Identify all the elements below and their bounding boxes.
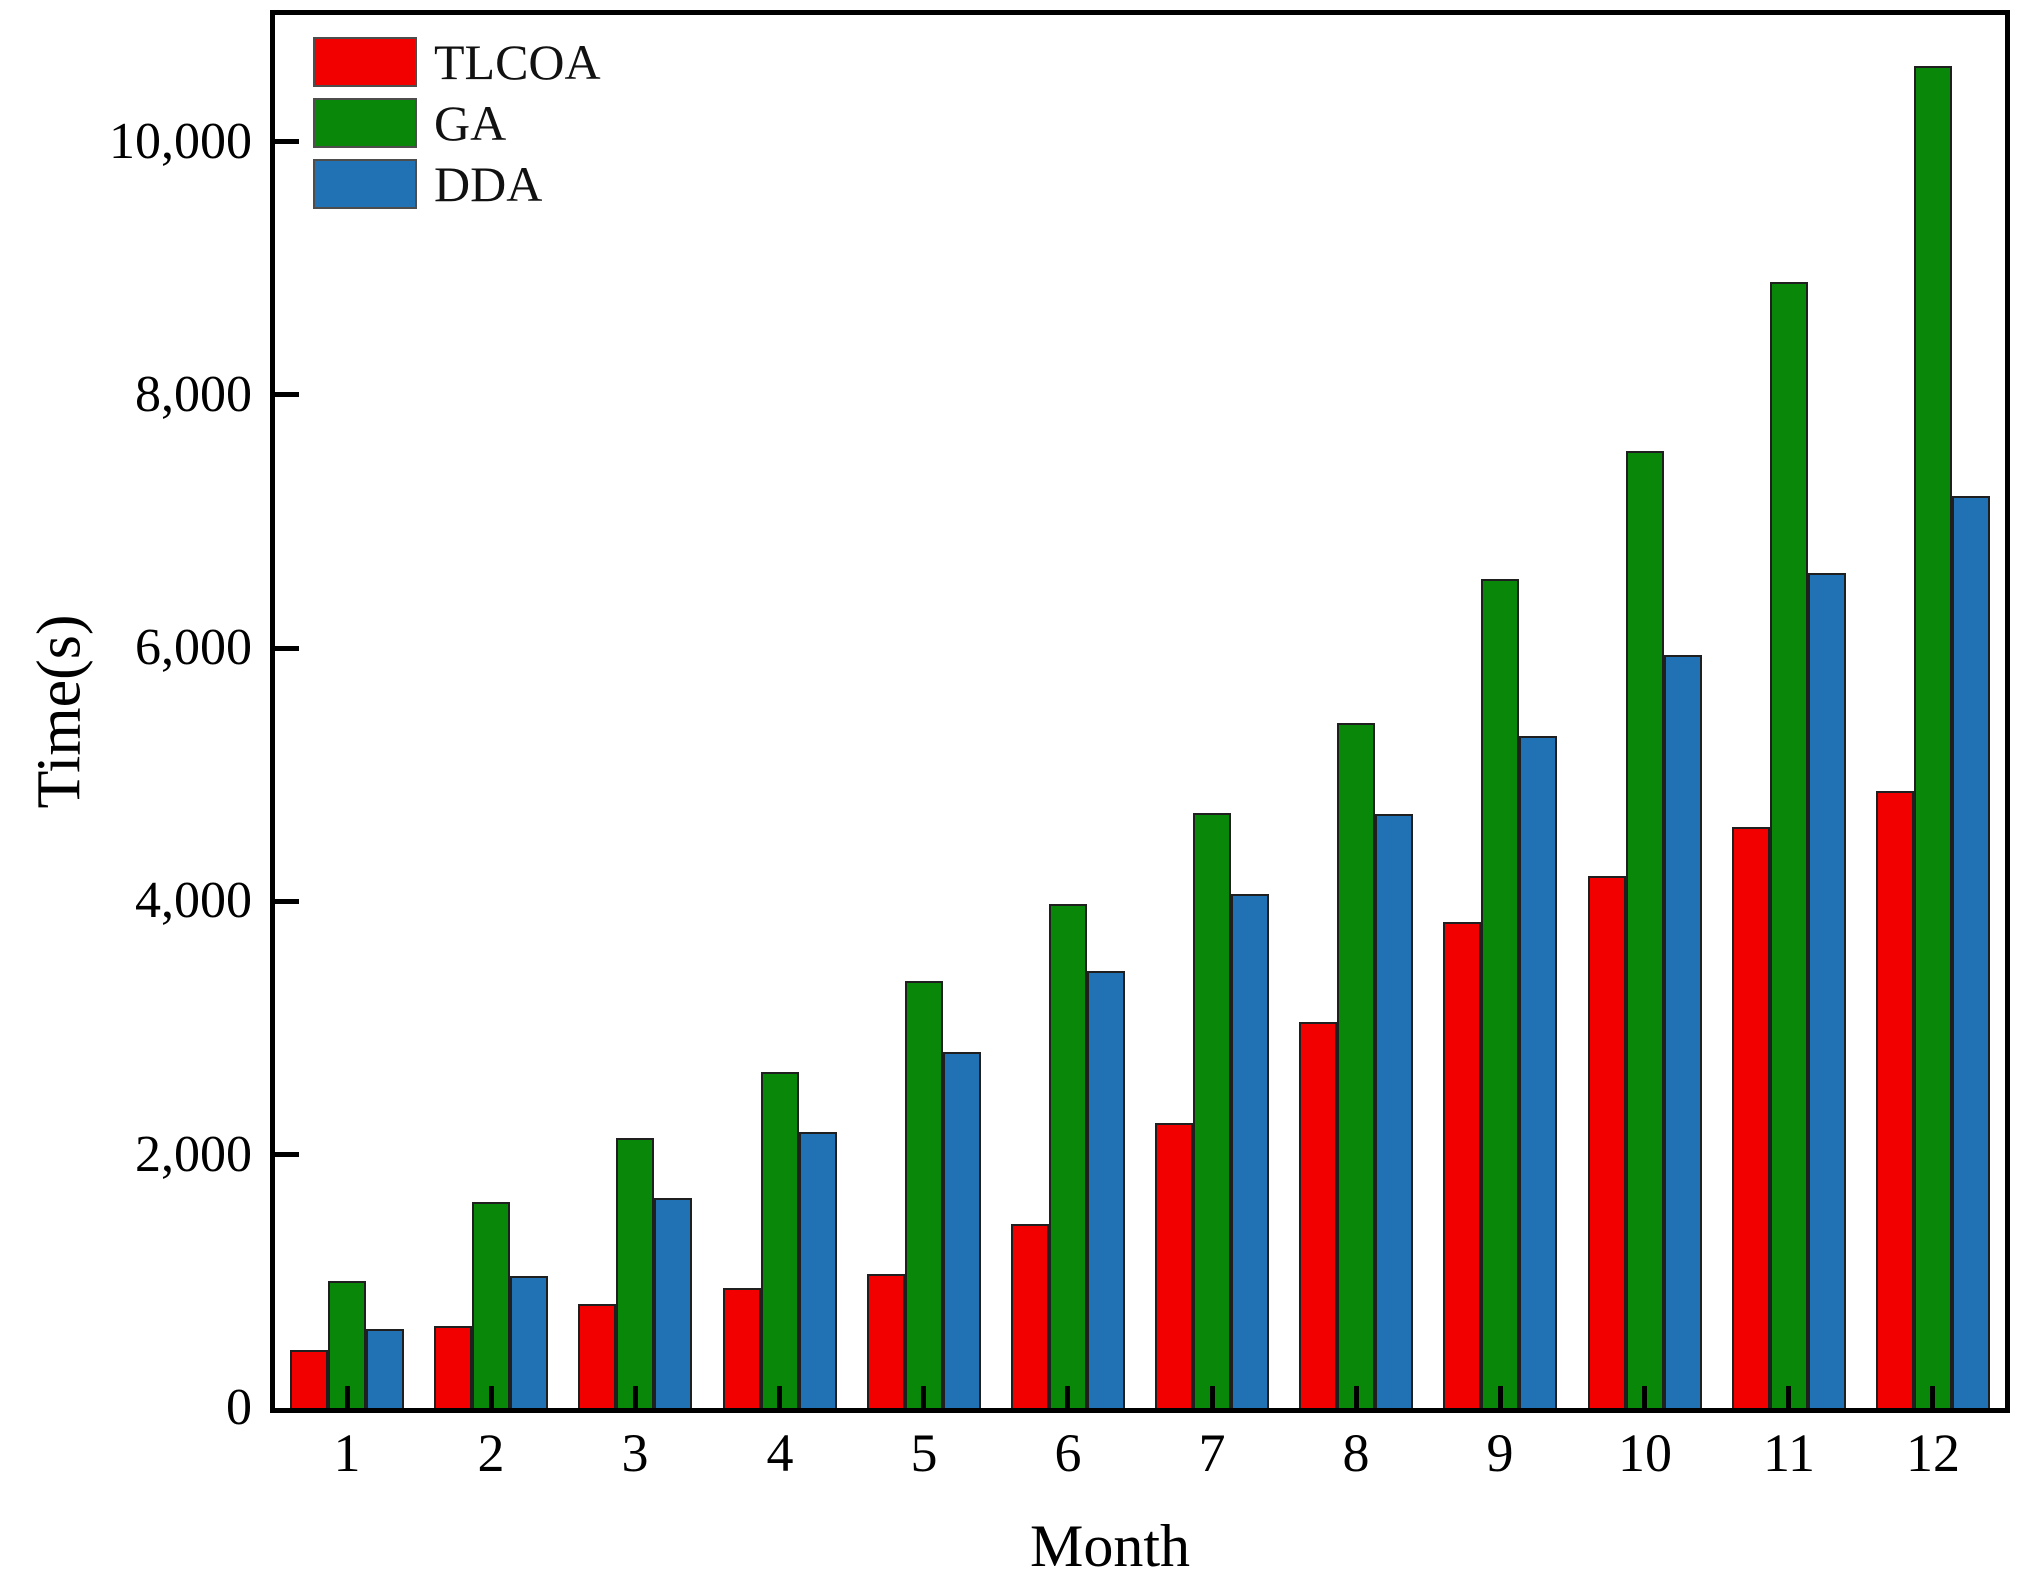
y-tick-mark-4000 [275, 899, 299, 904]
x-tick-mark-9 [1498, 1386, 1503, 1408]
x-tick-label-11: 11 [1763, 1423, 1815, 1483]
legend-label-ga: GA [434, 95, 507, 151]
x-tick-label-10: 10 [1618, 1423, 1672, 1483]
bar-tlcoa-month-4 [723, 1288, 761, 1408]
y-tick-mark-8000 [275, 392, 299, 397]
bar-ga-month-10 [1626, 451, 1664, 1408]
bar-ga-month-5 [905, 981, 943, 1408]
legend-item-dda: DDA [313, 157, 601, 211]
bar-ga-month-7 [1193, 813, 1231, 1408]
bar-tlcoa-month-12 [1876, 791, 1914, 1408]
legend-swatch-tlcoa [313, 37, 417, 87]
plot-area: 0 2,000 4,000 6,000 8,000 10,000 1 2 3 4 5 6 7 8 9 10 1… [109, 10, 2010, 1480]
bar-tlcoa-month-9 [1443, 922, 1481, 1408]
bar-tlcoa-month-11 [1732, 827, 1770, 1408]
x-tick-mark-3 [633, 1386, 638, 1408]
legend-label-dda: DDA [434, 156, 543, 212]
bar-dda-month-10 [1664, 655, 1702, 1408]
x-tick-mark-7 [1210, 1386, 1215, 1408]
y-tick-label-2000: 2,000 [135, 1126, 252, 1183]
legend-swatch-dda [313, 159, 417, 209]
bar-dda-month-9 [1519, 736, 1557, 1408]
bar-dda-month-3 [654, 1198, 692, 1408]
bar-ga-month-6 [1049, 904, 1087, 1408]
x-tick-mark-8 [1354, 1386, 1359, 1408]
bar-dda-month-8 [1375, 814, 1413, 1408]
legend-item-ga: GA [313, 96, 601, 150]
x-tick-mark-12 [1930, 1386, 1935, 1408]
bar-ga-month-11 [1770, 282, 1808, 1408]
x-tick-label-1: 1 [333, 1423, 361, 1483]
bar-ga-month-3 [616, 1138, 654, 1408]
bar-tlcoa-month-3 [578, 1304, 616, 1408]
y-tick-label-0: 0 [226, 1379, 252, 1436]
legend: TLCOA GA DDA [313, 35, 601, 218]
bar-tlcoa-month-2 [434, 1326, 472, 1408]
bar-dda-month-11 [1808, 573, 1846, 1408]
bar-ga-month-4 [761, 1072, 799, 1408]
x-tick-label-3: 3 [621, 1423, 649, 1483]
bar-tlcoa-month-8 [1299, 1022, 1337, 1408]
y-tick-label-8000: 8,000 [135, 366, 252, 423]
bar-ga-month-2 [472, 1202, 510, 1408]
x-tick-mark-11 [1786, 1386, 1791, 1408]
x-tick-label-8: 8 [1342, 1423, 1370, 1483]
x-tick-mark-4 [777, 1386, 782, 1408]
bar-tlcoa-month-10 [1588, 876, 1626, 1408]
bar-dda-month-6 [1087, 971, 1125, 1408]
bar-dda-month-1 [366, 1329, 404, 1408]
bar-dda-month-7 [1231, 894, 1269, 1408]
y-axis-label: Time(s) [25, 613, 94, 809]
bar-ga-month-9 [1481, 579, 1519, 1408]
x-tick-label-2: 2 [477, 1423, 505, 1483]
y-axis-label-wrap: Time(s) [0, 0, 120, 1422]
y-tick-mark-6000 [275, 646, 299, 651]
x-axis-label: Month [1029, 1513, 1191, 1579]
bar-tlcoa-month-5 [867, 1274, 905, 1408]
y-tick-mark-2000 [275, 1152, 299, 1157]
legend-label-tlcoa: TLCOA [434, 34, 601, 90]
bar-dda-month-4 [799, 1132, 837, 1408]
bar-dda-month-5 [943, 1052, 981, 1408]
x-tick-label-12: 12 [1906, 1423, 1960, 1483]
x-tick-mark-5 [921, 1386, 926, 1408]
y-tick-label-4000: 4,000 [135, 872, 252, 929]
y-tick-label-6000: 6,000 [135, 619, 252, 676]
x-tick-label-4: 4 [766, 1423, 794, 1483]
legend-item-tlcoa: TLCOA [313, 35, 601, 89]
y-tick-label-10000: 10,000 [109, 113, 252, 170]
bar-tlcoa-month-6 [1011, 1224, 1049, 1408]
legend-swatch-ga [313, 98, 417, 148]
x-tick-label-9: 9 [1486, 1423, 1514, 1483]
bar-dda-month-12 [1952, 496, 1990, 1408]
bar-ga-month-8 [1337, 723, 1375, 1408]
bar-ga-month-12 [1914, 66, 1952, 1408]
bar-tlcoa-month-7 [1155, 1123, 1193, 1408]
x-tick-label-7: 7 [1198, 1423, 1226, 1483]
x-tick-mark-10 [1642, 1386, 1647, 1408]
bar-tlcoa-month-1 [290, 1350, 328, 1408]
y-tick-mark-10000 [275, 139, 299, 144]
x-tick-mark-6 [1065, 1386, 1070, 1408]
x-tick-label-5: 5 [910, 1423, 938, 1483]
x-tick-mark-1 [345, 1386, 350, 1408]
bar-dda-month-2 [510, 1276, 548, 1408]
x-tick-mark-2 [489, 1386, 494, 1408]
x-tick-label-6: 6 [1054, 1423, 1082, 1483]
